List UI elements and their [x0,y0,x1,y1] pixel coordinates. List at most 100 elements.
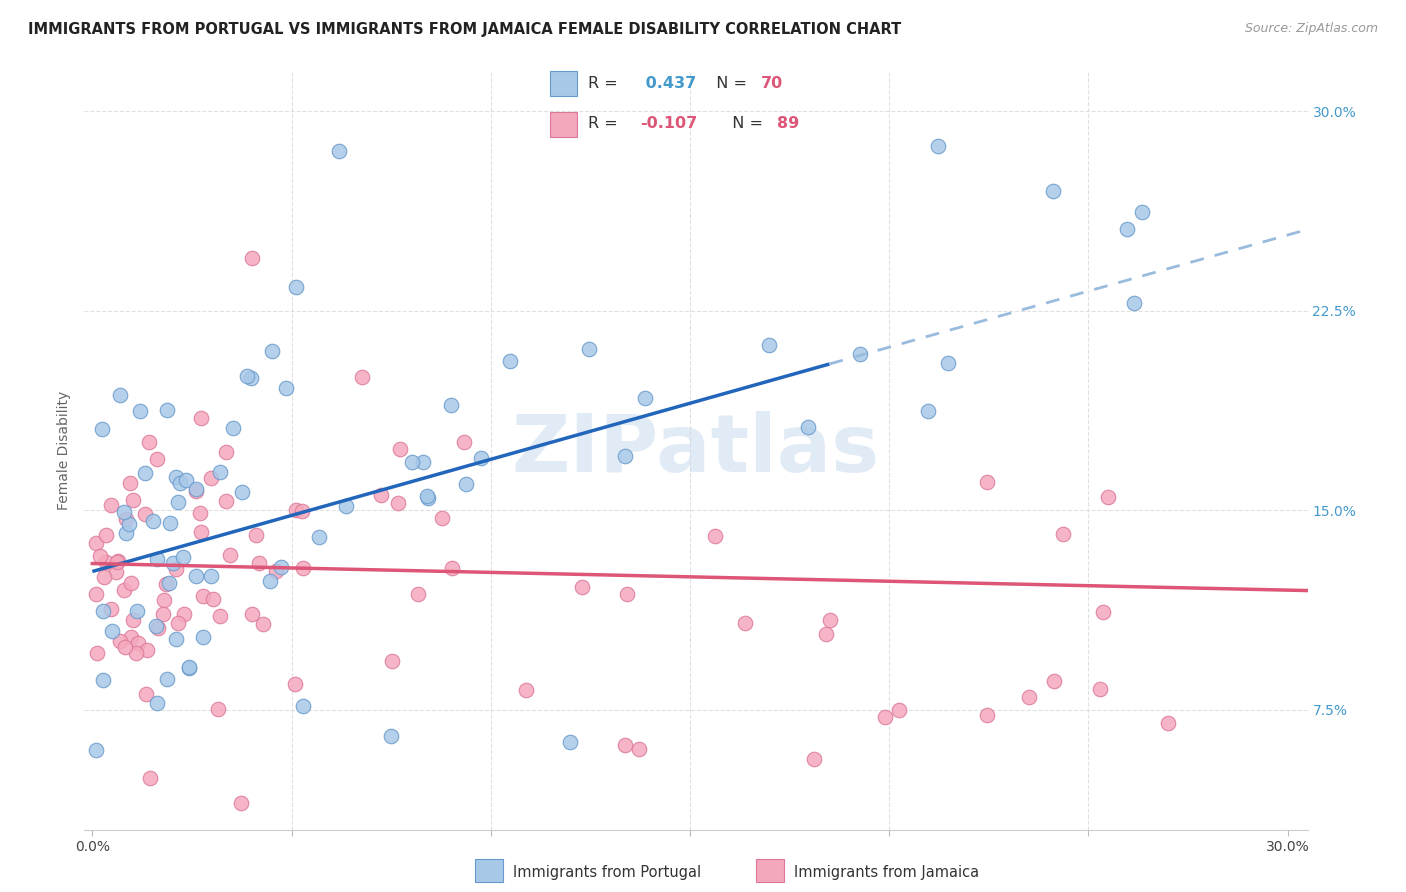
Point [976,475,998,490]
Point [704,528,727,542]
Point [169,475,191,490]
Point [136,642,159,657]
Point [173,607,195,621]
Point [162,556,184,570]
Point [215,494,238,508]
Text: -0.107: -0.107 [640,116,697,131]
Point [1123,296,1146,310]
Point [148,621,170,635]
Point [155,577,177,591]
Point [240,607,263,622]
Point [191,589,214,603]
Point [118,516,141,531]
Point [416,489,439,503]
Point [453,435,475,450]
Point [441,561,464,575]
Point [231,796,253,810]
Point [1130,205,1153,219]
Text: N =: N = [723,116,769,131]
Point [797,420,820,434]
Point [291,504,314,518]
Point [274,380,297,394]
Point [209,465,232,479]
Point [156,672,179,686]
Point [188,506,211,520]
Point [86,743,108,757]
Point [560,735,582,749]
Point [430,511,453,525]
Point [86,646,108,660]
Point [936,356,959,370]
Point [165,632,187,646]
Point [138,435,160,450]
Point [112,582,135,597]
Point [108,633,131,648]
Point [1088,682,1111,697]
Point [89,549,111,563]
Point [94,528,117,542]
Point [628,742,651,756]
Point [416,491,439,505]
Point [122,493,145,508]
Point [184,569,207,583]
Point [231,485,253,500]
Point [285,280,308,294]
Point [815,626,838,640]
Point [247,556,270,570]
Point [571,581,593,595]
Point [221,421,243,435]
Point [105,555,128,569]
Bar [475,859,503,882]
Point [1042,184,1064,198]
Point [270,559,292,574]
Point [370,488,392,502]
Point [127,636,149,650]
Point [976,707,998,722]
Point [616,587,638,601]
Point [179,661,201,675]
Point [200,569,222,583]
Point [252,617,274,632]
Point [101,624,124,638]
Point [127,604,149,618]
Point [239,371,262,385]
Point [613,449,636,463]
Point [499,353,522,368]
Point [401,455,423,469]
Point [1052,526,1074,541]
Point [207,701,229,715]
Point [389,442,412,456]
Point [139,771,162,785]
Point [156,403,179,417]
Bar [550,112,576,137]
Point [209,609,232,624]
Point [190,525,212,540]
Point [470,450,492,465]
Point [328,144,350,158]
Point [120,630,142,644]
Point [387,496,409,510]
Point [114,526,136,541]
Point [152,607,174,621]
Point [86,587,108,601]
Point [818,613,841,627]
Text: ZIPatlas: ZIPatlas [512,411,880,490]
Point [91,673,114,687]
Point [917,404,939,418]
Point [380,730,402,744]
Point [1042,673,1064,688]
Point [284,677,307,691]
Point [1157,716,1180,731]
Point [440,398,463,412]
Text: Immigrants from Portugal: Immigrants from Portugal [513,865,702,880]
Point [352,370,374,384]
Point [927,139,949,153]
Point [291,561,314,575]
Point [172,550,194,565]
Point [120,475,142,490]
Point [135,687,157,701]
Point [219,548,242,562]
Point [381,654,404,668]
Point [758,338,780,352]
Point [114,640,136,655]
